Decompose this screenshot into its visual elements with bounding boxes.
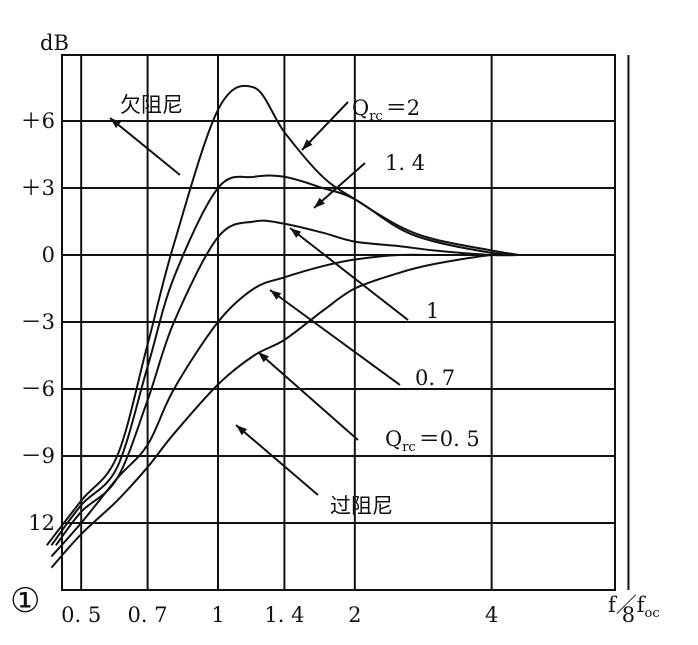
over-damped-label: 过阻尼 (330, 494, 393, 518)
under-damped-label: 欠阻尼 (120, 93, 183, 117)
leader-line (235, 424, 319, 496)
series-label: 1 (426, 299, 439, 323)
series-line (46, 84, 520, 546)
figure-number: ① (10, 581, 40, 621)
x-tick-labels: 0. 5 0. 7 1 1. 4 2 4 8 (61, 603, 635, 627)
x-axis-label: f／foc (608, 593, 660, 621)
series-label: Qrc ＝0. 5 (385, 427, 480, 455)
arrowhead (314, 197, 325, 208)
x-tick-label: 8 (622, 603, 635, 627)
y-tick-label: 12 (28, 511, 55, 535)
x-tick-label: 2 (348, 603, 361, 627)
y-tick-label: －9 (21, 444, 55, 468)
leader-line (269, 289, 401, 386)
leader-line (301, 101, 349, 151)
y-tick-label: －3 (21, 310, 55, 334)
arrowhead (302, 139, 313, 150)
y-tick-label: ＋6 (21, 109, 55, 133)
leader-line (289, 227, 409, 321)
leader-line (313, 162, 366, 209)
x-tick-label: 0. 5 (61, 603, 101, 627)
series-curves (46, 84, 520, 569)
series-labels: Qrc ＝2 1. 4 1 0. 7 Qrc ＝0. 5 (352, 96, 480, 455)
y-unit-label: dB (40, 31, 69, 55)
series-line (55, 219, 520, 546)
y-tick-labels: ＋6 ＋3 0 －3 －6 －9 12 (21, 109, 55, 535)
x-tick-label: 1. 4 (264, 603, 304, 627)
y-tick-label: －6 (21, 377, 55, 401)
leader-line (109, 117, 181, 176)
x-tick-label: 1 (211, 603, 224, 627)
series-line (50, 253, 520, 569)
x-tick-label: 4 (485, 603, 498, 627)
chart-grid (61, 54, 630, 591)
arrowhead (258, 352, 269, 363)
x-tick-label: 0. 7 (128, 603, 168, 627)
arrowhead (236, 425, 247, 436)
arrowhead (270, 290, 282, 300)
series-label: 1. 4 (385, 151, 425, 175)
leader-lines (109, 101, 409, 496)
series-line (50, 253, 520, 558)
arrowhead (290, 228, 302, 238)
arrowhead (110, 118, 122, 128)
y-tick-label: ＋3 (21, 176, 55, 200)
leader-line (257, 351, 359, 441)
series-label: 0. 7 (415, 366, 455, 390)
series-label: Qrc ＝2 (352, 96, 420, 124)
series-line (50, 174, 520, 546)
y-tick-label: 0 (42, 243, 55, 267)
